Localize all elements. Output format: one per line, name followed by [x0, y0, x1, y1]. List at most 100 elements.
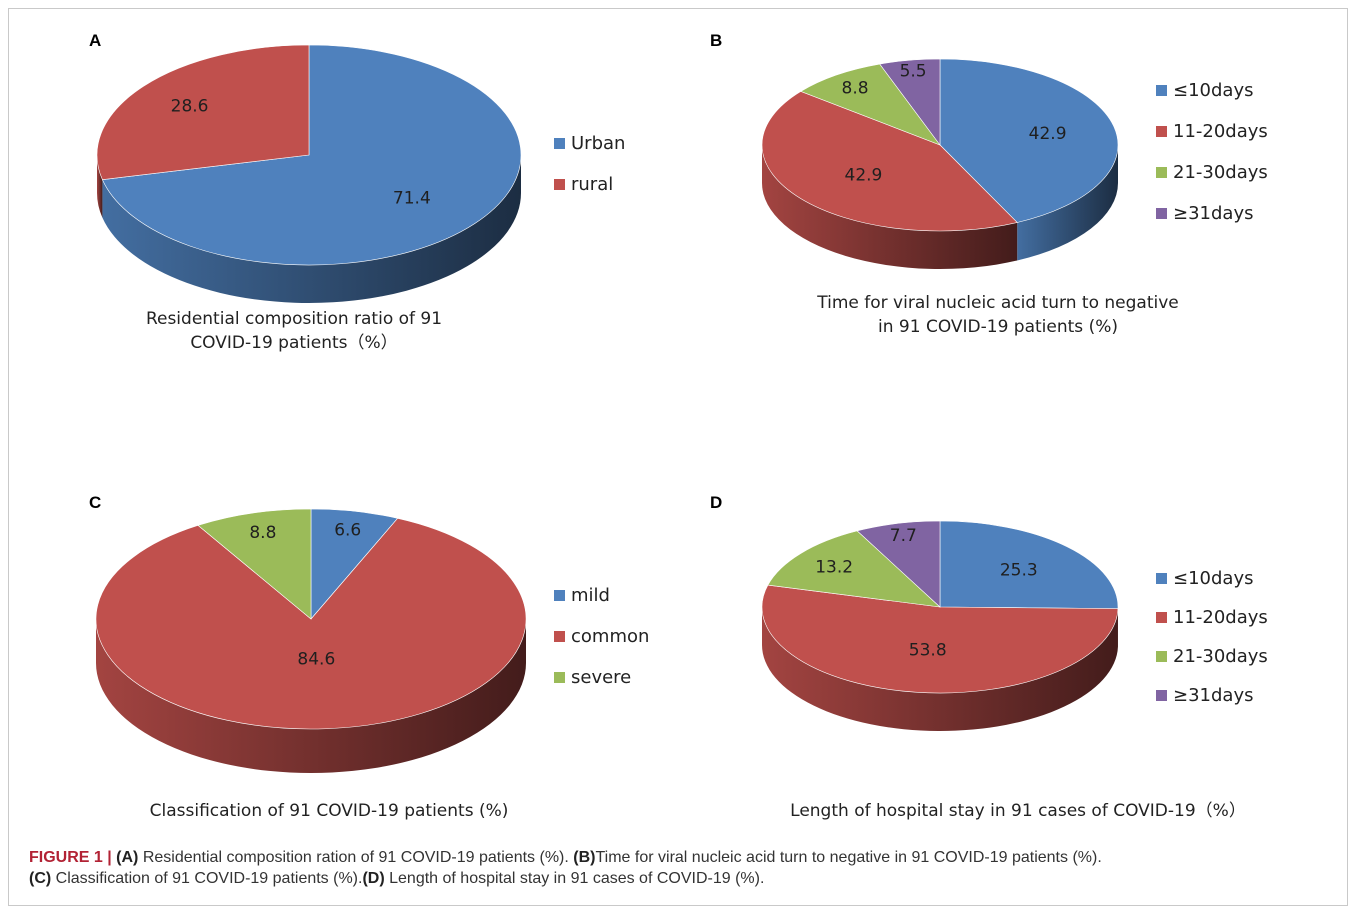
legend-swatch	[1156, 690, 1167, 701]
chart-title-a: Residential composition ratio of 91 COVI…	[109, 307, 479, 355]
title-line: in 91 COVID-19 patients (%)	[878, 317, 1118, 337]
caption-text: Residential composition ration of 91 COV…	[138, 849, 574, 866]
pie-slice-2	[197, 508, 312, 620]
chart-title-d: Length of hospital stay in 91 cases of C…	[738, 799, 1298, 823]
data-label: 6.6	[334, 521, 361, 541]
chart-title-c: Classification of 91 COVID-19 patients (…	[109, 799, 549, 823]
legend-label: Urban	[571, 133, 626, 154]
legend-d: ≤10days 11-20days 21-30days ≥31days	[1156, 559, 1268, 715]
panel-d: D 25.3 53.8 13.2 7.7 ≤10days 11-20days 21-3…	[678, 479, 1347, 839]
legend-item: 21-30days	[1156, 152, 1268, 193]
legend-b: ≤10days 11-20days 21-30days ≥31days	[1156, 70, 1268, 234]
data-label: 8.8	[842, 79, 869, 99]
pie-slice-3	[879, 58, 941, 146]
pie-chart-d: 25.3 53.8 13.2 7.7	[761, 520, 1119, 732]
legend-c: mild common severe	[554, 575, 649, 698]
data-label: 42.9	[1029, 124, 1067, 144]
title-line: Time for viral nucleic acid turn to nega…	[817, 293, 1179, 313]
legend-a: Urban rural	[554, 123, 625, 205]
legend-swatch	[1156, 208, 1167, 219]
pie-chart-b: 42.9 42.9 8.8 5.5	[761, 58, 1119, 269]
legend-label: ≤10days	[1173, 568, 1254, 589]
pie-chart-a: 71.4 28.6	[96, 44, 522, 303]
legend-item: Urban	[554, 123, 625, 164]
pie-side-0	[1017, 145, 1118, 261]
caption-tag: (C)	[29, 870, 52, 887]
title-line: Classification of 91 COVID-19 patients (…	[149, 801, 509, 821]
legend-label: ≥31days	[1173, 685, 1254, 706]
legend-label: 11-20days	[1173, 121, 1268, 142]
pie-side-1	[97, 155, 103, 218]
legend-label: 11-20days	[1173, 607, 1268, 628]
legend-item: mild	[554, 575, 649, 616]
legend-swatch	[554, 590, 565, 601]
pie-side-1	[762, 607, 1118, 732]
pie-chart-c: 6.6 84.6 8.8	[95, 508, 527, 773]
legend-item: ≤10days	[1156, 70, 1268, 111]
title-line: COVID-19 patients（%）	[190, 333, 398, 353]
legend-label: rural	[571, 174, 614, 195]
pie-slice-3	[856, 520, 941, 608]
figure-caption: FIGURE 1 | (A) Residential composition r…	[29, 847, 1339, 889]
caption-label: FIGURE 1 |	[29, 849, 112, 866]
data-label: 84.6	[297, 650, 335, 670]
panel-label: C	[89, 493, 102, 512]
pie-slice-1	[761, 584, 1119, 694]
legend-label: 21-30days	[1173, 646, 1268, 667]
caption-tag: (B)	[573, 849, 596, 866]
pie-slice-1	[761, 91, 1018, 232]
data-label: 7.7	[890, 526, 917, 546]
pie-side-0	[102, 155, 522, 303]
data-label: 8.8	[249, 523, 276, 543]
legend-label: mild	[571, 585, 610, 606]
legend-label: ≥31days	[1173, 203, 1254, 224]
data-label: 5.5	[900, 61, 927, 81]
data-label: 25.3	[1000, 561, 1038, 581]
legend-item: 11-20days	[1156, 598, 1268, 637]
data-label: 42.9	[845, 165, 883, 185]
legend-item: rural	[554, 164, 625, 205]
panel-c: C 6.6 84.6 8.8 mild common severe Classifi…	[9, 479, 678, 839]
title-line: Length of hospital stay in 91 cases of C…	[790, 801, 1246, 821]
data-label: 28.6	[171, 97, 209, 117]
data-label: 53.8	[909, 641, 947, 661]
legend-swatch	[554, 631, 565, 642]
figure-frame: A 71.4 28.6 Urban rural Residential compo…	[8, 8, 1348, 906]
legend-swatch	[1156, 167, 1167, 178]
caption-text: Length of hospital stay in 91 cases of C…	[384, 870, 765, 887]
panel-b: B 42.9 42.9 8.8 5.5 ≤10days 11-20days 21-30…	[678, 9, 1347, 419]
pie-slice-2	[767, 530, 941, 608]
title-line: Residential composition ratio of 91	[145, 309, 443, 329]
legend-swatch	[1156, 651, 1167, 662]
pie-side-1	[96, 619, 526, 773]
legend-item: 21-30days	[1156, 637, 1268, 676]
data-label: 71.4	[393, 188, 431, 208]
legend-label: severe	[571, 667, 632, 688]
caption-text: Classification of 91 COVID-19 patients (…	[51, 870, 363, 887]
data-label: 13.2	[815, 557, 853, 577]
pie-side-1	[762, 145, 1018, 269]
legend-item: ≥31days	[1156, 193, 1268, 234]
panel-label: D	[710, 493, 723, 512]
panel-label: B	[710, 31, 723, 50]
caption-tag: (A)	[116, 849, 139, 866]
legend-swatch	[1156, 85, 1167, 96]
legend-item: 11-20days	[1156, 111, 1268, 152]
pie-slice-2	[800, 63, 941, 146]
legend-label: 21-30days	[1173, 162, 1268, 183]
legend-item: common	[554, 616, 649, 657]
legend-label: common	[571, 626, 650, 647]
pie-slice-0	[939, 58, 1119, 223]
pie-slice-0	[939, 520, 1119, 609]
legend-item: ≥31days	[1156, 676, 1268, 715]
legend-label: ≤10days	[1173, 80, 1254, 101]
legend-swatch	[1156, 573, 1167, 584]
legend-swatch	[1156, 612, 1167, 623]
legend-swatch	[554, 179, 565, 190]
pie-slice-0	[101, 44, 522, 266]
caption-text: Time for viral nucleic acid turn to nega…	[595, 849, 1102, 866]
legend-item: ≤10days	[1156, 559, 1268, 598]
pie-slice-1	[95, 517, 527, 730]
panel-a: A 71.4 28.6 Urban rural Residential compo…	[9, 9, 678, 419]
legend-item: severe	[554, 657, 649, 698]
